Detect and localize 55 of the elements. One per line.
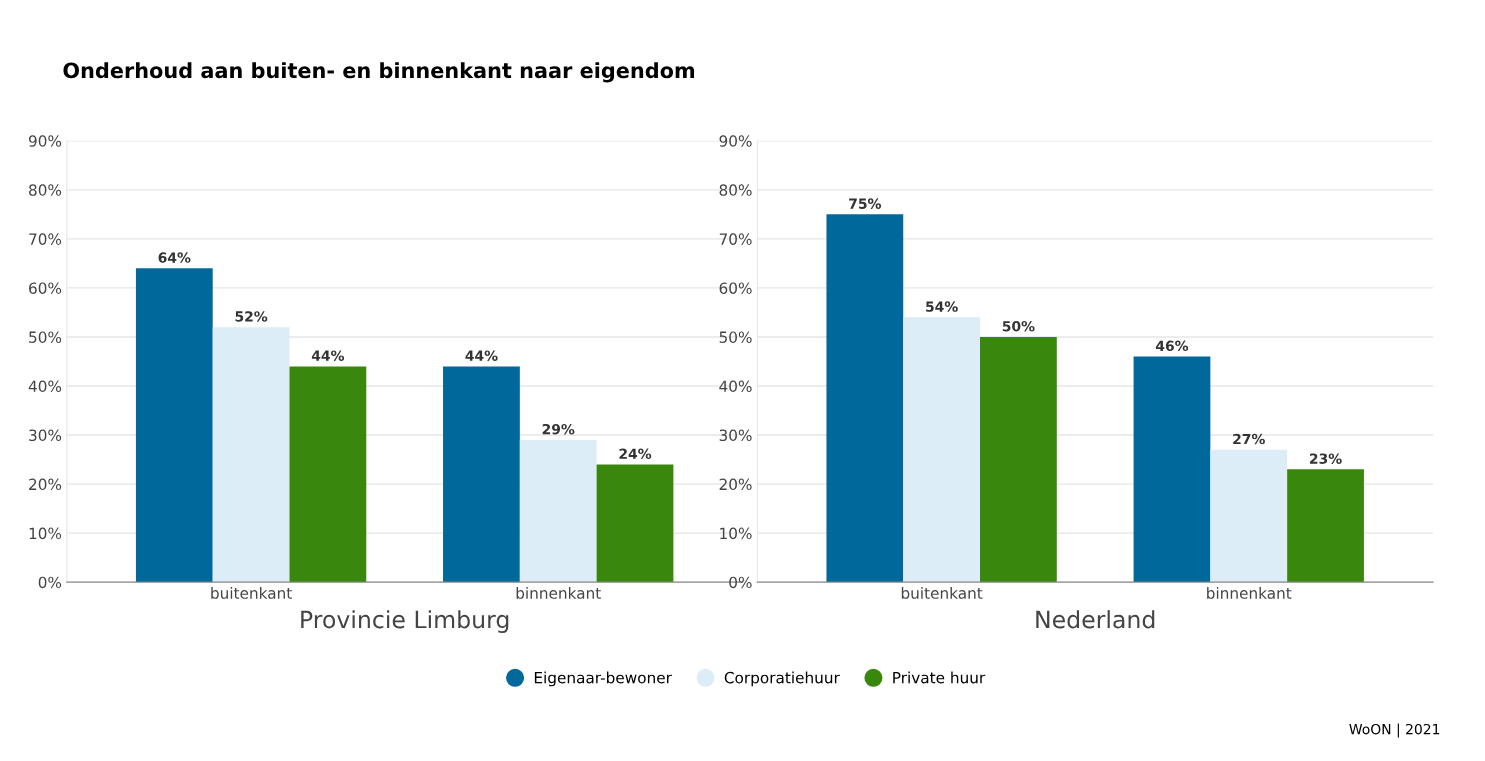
y-tick-label: 20% (29, 478, 62, 491)
y-tick-label: 30% (719, 429, 752, 442)
legend-label: Private huur (893, 671, 986, 684)
data-label: 27% (1233, 433, 1265, 445)
bar (519, 439, 597, 583)
data-label: 24% (619, 448, 652, 459)
data-label: 46% (1155, 340, 1189, 352)
y-tick-label: 20% (719, 478, 752, 491)
data-label: 52% (235, 311, 268, 322)
y-tick-label: 10% (29, 527, 62, 540)
x-tick-label: binnenkant (1207, 587, 1292, 599)
data-label: 23% (1310, 453, 1342, 464)
data-label: 50% (1002, 320, 1035, 332)
y-tick-label: 0% (38, 576, 62, 589)
text: WoON | 2021 (1349, 723, 1440, 738)
x-axis-title: Nederland (1036, 610, 1155, 629)
data-label: 44% (465, 350, 498, 361)
data-label: 64% (158, 252, 191, 263)
x-tick-label: buitenkant (901, 587, 983, 599)
y-tick-label: 30% (29, 429, 62, 442)
y-tick-label: 60% (719, 282, 752, 294)
bar (443, 366, 520, 583)
y-tick-label: 90% (719, 135, 752, 147)
bar (596, 464, 674, 583)
bar (826, 214, 904, 583)
legend-label: Corporatiehuur (724, 671, 840, 687)
bar (980, 336, 1057, 583)
bar (1133, 356, 1211, 583)
bar (212, 327, 290, 583)
data-label: 75% (849, 198, 882, 209)
bar (1287, 469, 1364, 583)
chart-title: Onderhoud aan buiten- en binnenkant naar eigendom (63, 62, 695, 83)
y-tick-label: 70% (29, 233, 62, 245)
data-label: 54% (926, 301, 958, 312)
data-label: 29% (542, 423, 575, 435)
legend-label: Eigenaar-bewoner (534, 671, 672, 687)
y-tick-label: 0% (729, 576, 752, 589)
y-tick-label: 40% (28, 380, 62, 393)
bar (1210, 449, 1288, 583)
y-tick-label: 80% (719, 184, 752, 196)
x-tick-label: binnenkant (516, 587, 601, 599)
y-tick-label: 10% (720, 527, 752, 540)
y-tick-label: 70% (719, 233, 752, 245)
y-tick-label: 40% (719, 380, 752, 393)
bar (289, 366, 367, 583)
y-tick-label: 90% (28, 135, 62, 147)
x-tick-label: buitenkant (211, 587, 292, 599)
bar (135, 268, 213, 583)
y-tick-label: 50% (29, 331, 62, 343)
data-label: 44% (311, 350, 345, 361)
y-tick-label: 80% (29, 184, 62, 196)
bar (903, 317, 981, 583)
y-tick-label: 50% (719, 331, 752, 343)
y-tick-label: 60% (29, 282, 62, 294)
x-axis-title: Provincie Limburg (301, 610, 509, 633)
